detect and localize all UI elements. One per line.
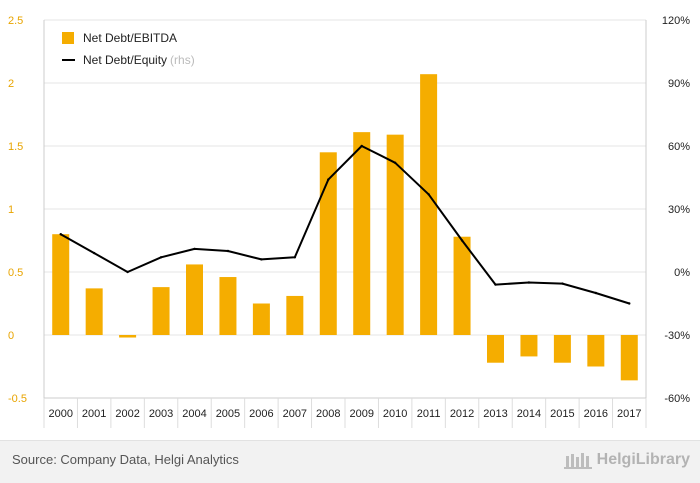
x-axis-tick-label: 2009: [349, 408, 373, 420]
bar-2003: [152, 287, 170, 335]
x-axis-tick-label: 2005: [216, 408, 240, 420]
right-axis-tick-label: -30%: [664, 330, 690, 342]
bar-2011: [420, 74, 438, 336]
x-axis-tick-label: 2000: [48, 408, 72, 420]
x-axis-tick-label: 2012: [450, 408, 474, 420]
legend-line-suffix: (rhs): [170, 53, 195, 67]
line-point-2016: [594, 291, 598, 295]
line-point-2013: [494, 283, 497, 286]
line-point-2005: [226, 249, 230, 253]
line-point-2015: [561, 282, 564, 285]
legend-line-swatch: [62, 59, 75, 61]
x-axis-tick-label: 2004: [182, 408, 206, 420]
x-axis-tick-label: 2013: [483, 408, 507, 420]
line-point-2007: [293, 256, 297, 259]
x-axis-tick-label: 2014: [517, 408, 541, 420]
line-point-2006: [260, 258, 263, 261]
line-point-2017: [628, 302, 631, 305]
bar-2012: [453, 236, 471, 335]
left-axis-tick-label: -0.5: [8, 393, 27, 405]
left-axis-tick-label: 2: [8, 78, 14, 90]
line-point-2000: [59, 233, 62, 236]
legend: Net Debt/EBITDA Net Debt/Equity (rhs): [62, 27, 195, 71]
bar-2016: [587, 335, 605, 367]
bar-2013: [487, 335, 504, 363]
x-axis-tick-label: 2003: [149, 408, 173, 420]
left-axis-tick-label: 2.5: [8, 15, 23, 27]
legend-bar-label: Net Debt/EBITDA: [83, 31, 178, 45]
logo-text: HelgiLibrary: [596, 451, 690, 468]
x-axis-tick-label: 2002: [115, 408, 139, 420]
right-axis-tick-label: -60%: [664, 393, 690, 405]
line-point-2003: [159, 256, 163, 259]
left-axis-tick-label: 1.5: [8, 141, 23, 153]
x-axis-tick-label: 2001: [82, 408, 106, 420]
bar-2014: [520, 335, 538, 357]
x-axis-tick-label: 2007: [283, 408, 307, 420]
right-axis-tick-label: 0%: [674, 267, 690, 279]
x-axis-tick-label: 2010: [383, 408, 407, 420]
source-note: Source: Company Data, Helgi Analytics: [12, 452, 239, 467]
left-axis-tick-label: 0.5: [8, 267, 23, 279]
bar-2015: [553, 335, 571, 363]
bar-2007: [286, 295, 304, 335]
bar-2001: [85, 288, 103, 335]
line-point-2008: [327, 178, 330, 181]
left-axis-tick-label: 0: [8, 330, 14, 342]
bar-2009: [353, 132, 371, 335]
bar-2004: [186, 264, 203, 335]
bar-2005: [219, 277, 237, 335]
left-axis-tick-label: 1: [8, 204, 14, 216]
legend-item-bar[interactable]: Net Debt/EBITDA: [62, 27, 195, 49]
line-point-2010: [393, 161, 397, 164]
library-icon: [563, 453, 592, 469]
x-axis-tick-label: 2006: [249, 408, 273, 420]
line-series-net-debt-equity: [60, 145, 630, 305]
x-axis-tick-label: 2008: [316, 408, 340, 420]
helgi-library-logo[interactable]: HelgiLibrary: [563, 450, 690, 470]
combo-chart: -0.5 0 0.5 1 1.5 2 2.5 -60% -30% 0% 30% 60% 90% 120% 2…: [8, 15, 690, 428]
right-axis-tick-label: 30%: [668, 204, 690, 216]
right-axis-tick-label: 60%: [668, 141, 690, 153]
x-axis-tick-label: 2011: [417, 408, 441, 420]
line-point-2012: [460, 239, 464, 242]
bar-2010: [386, 134, 404, 335]
bar-2006: [252, 303, 270, 335]
bar-2008: [319, 152, 337, 335]
line-point-2004: [193, 247, 196, 251]
legend-bar-swatch: [62, 32, 74, 44]
right-axis-tick-label: 120%: [662, 15, 690, 27]
bar-2000: [52, 234, 70, 335]
bar-2002: [119, 335, 137, 338]
line-point-2001: [92, 251, 96, 255]
legend-line-label: Net Debt/Equity: [83, 53, 168, 67]
bar-2017: [620, 335, 638, 381]
line-point-2009: [360, 144, 363, 148]
line-point-2011: [427, 193, 430, 196]
line-point-2002: [126, 270, 129, 274]
legend-item-line[interactable]: Net Debt/Equity (rhs): [62, 49, 195, 71]
right-axis-tick-label: 90%: [668, 78, 690, 90]
line-point-2014: [527, 281, 531, 284]
x-axis-tick-label: 2015: [550, 408, 574, 420]
x-axis-tick-label: 2016: [584, 408, 608, 420]
x-axis-tick-label: 2017: [617, 408, 641, 420]
footer: Source: Company Data, Helgi Analytics He…: [0, 440, 700, 483]
